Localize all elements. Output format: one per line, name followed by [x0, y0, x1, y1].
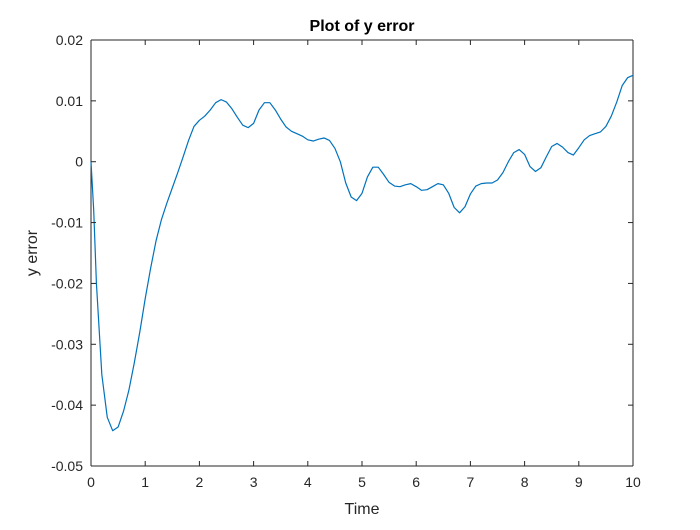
ticks: 0 1 2 3 4 5 6 7 8 9 10 0.02 0.01 0 -0.01 -0.02 -0.03 -0.0… [51, 32, 641, 490]
y-tick-label: -0.05 [51, 458, 83, 474]
chart-title: Plot of y error [310, 18, 415, 35]
x-tick-label: 3 [250, 474, 258, 490]
y-tick-label: -0.02 [51, 275, 83, 291]
x-tick-label: 2 [196, 474, 204, 490]
x-tick-label: 7 [467, 474, 475, 490]
y-tick-label: -0.03 [51, 336, 83, 352]
x-tick-label: 6 [412, 474, 420, 490]
series-line [90, 74, 634, 432]
x-tick-label: 5 [358, 474, 366, 490]
x-axis-label: Time [345, 501, 380, 518]
x-tick-label: 0 [87, 474, 95, 490]
plot-area [91, 40, 633, 466]
y-tick-label: -0.01 [51, 215, 83, 231]
y-tick-label: 0 [75, 154, 83, 170]
y-tick-label: 0.01 [56, 93, 83, 109]
x-tick-label: 10 [625, 474, 641, 490]
y-tick-label: 0.02 [56, 32, 83, 48]
y-axis-label: y error [24, 229, 41, 276]
x-tick-label: 4 [304, 474, 312, 490]
x-tick-label: 1 [141, 474, 149, 490]
y-tick-label: -0.04 [51, 397, 83, 413]
series-layer [90, 74, 634, 432]
x-tick-label: 8 [521, 474, 529, 490]
x-tick-label: 9 [575, 474, 583, 490]
